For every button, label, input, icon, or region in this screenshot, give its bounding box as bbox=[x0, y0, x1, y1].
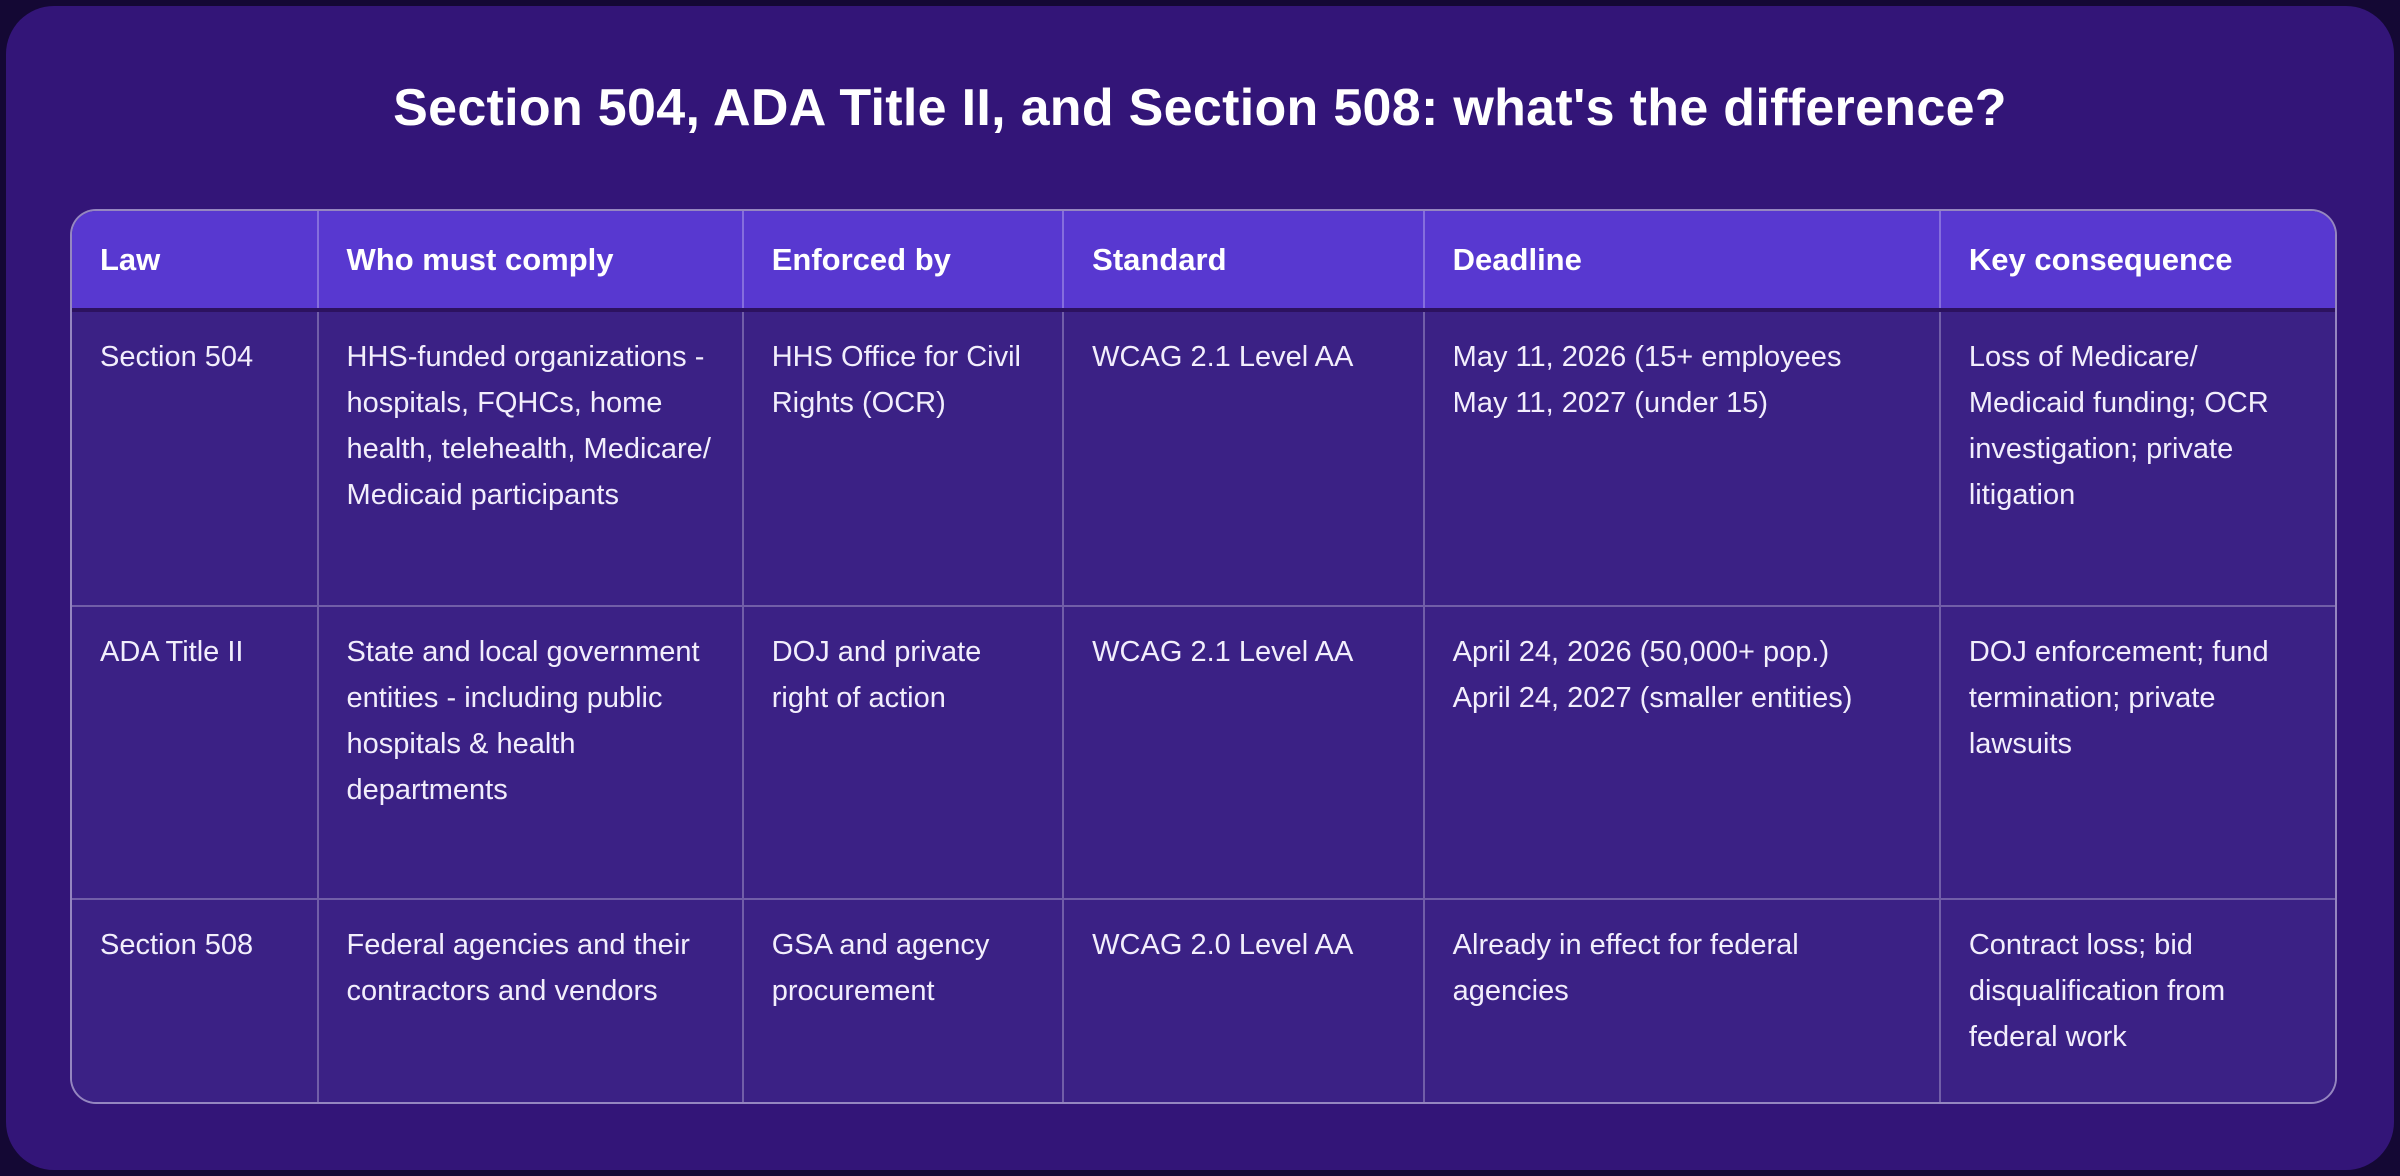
table-header-row: Law Who must comply Enforced by Standard… bbox=[72, 211, 2335, 312]
column-header-enforced-by: Enforced by bbox=[741, 211, 1064, 312]
cell-section504-enforced: HHS Office for Civil Rights (OCR) bbox=[741, 310, 1064, 606]
cell-section508-deadline: Already in effect for federal agencies bbox=[1422, 898, 1940, 1102]
cell-section504-law: Section 504 bbox=[72, 310, 318, 606]
cell-section508-standard: WCAG 2.0 Level AA bbox=[1062, 898, 1424, 1102]
cell-section504-who: HHS-funded organizations - hospitals, FQ… bbox=[316, 310, 743, 606]
table-row-ada-title-ii: ADA Title II State and local government … bbox=[72, 605, 2335, 899]
cell-adatitle2-who: State and local government entities - in… bbox=[316, 605, 743, 899]
cell-adatitle2-standard: WCAG 2.1 Level AA bbox=[1062, 605, 1424, 899]
page-title: Section 504, ADA Title II, and Section 5… bbox=[393, 79, 2007, 137]
cell-section504-deadline: May 11, 2026 (15+ employees May 11, 2027… bbox=[1422, 310, 1940, 606]
table-row-section-504: Section 504 HHS-funded organizations - h… bbox=[72, 310, 2335, 606]
cell-adatitle2-enforced: DOJ and private right of action bbox=[741, 605, 1064, 899]
column-header-who-must-comply: Who must comply bbox=[316, 211, 743, 312]
slide-card: Section 504, ADA Title II, and Section 5… bbox=[6, 6, 2394, 1170]
column-header-law: Law bbox=[72, 211, 318, 312]
cell-adatitle2-law: ADA Title II bbox=[72, 605, 318, 899]
comparison-table: Law Who must comply Enforced by Standard… bbox=[70, 209, 2337, 1104]
column-header-key-consequence: Key consequence bbox=[1938, 211, 2335, 312]
column-header-standard: Standard bbox=[1062, 211, 1424, 312]
cell-section504-standard: WCAG 2.1 Level AA bbox=[1062, 310, 1424, 606]
cell-section508-law: Section 508 bbox=[72, 898, 318, 1102]
column-header-deadline: Deadline bbox=[1422, 211, 1940, 312]
cell-section504-consequence: Loss of Medicare/ Medicaid funding; OCR … bbox=[1938, 310, 2335, 606]
table-row-section-508: Section 508 Federal agencies and their c… bbox=[72, 898, 2335, 1102]
cell-adatitle2-deadline: April 24, 2026 (50,000+ pop.) April 24, … bbox=[1422, 605, 1940, 899]
cell-section508-who: Federal agencies and their contractors a… bbox=[316, 898, 743, 1102]
cell-section508-consequence: Contract loss; bid disqualification from… bbox=[1938, 898, 2335, 1102]
cell-section508-enforced: GSA and agency procurement bbox=[741, 898, 1064, 1102]
cell-adatitle2-consequence: DOJ enforcement; fund termination; priva… bbox=[1938, 605, 2335, 899]
